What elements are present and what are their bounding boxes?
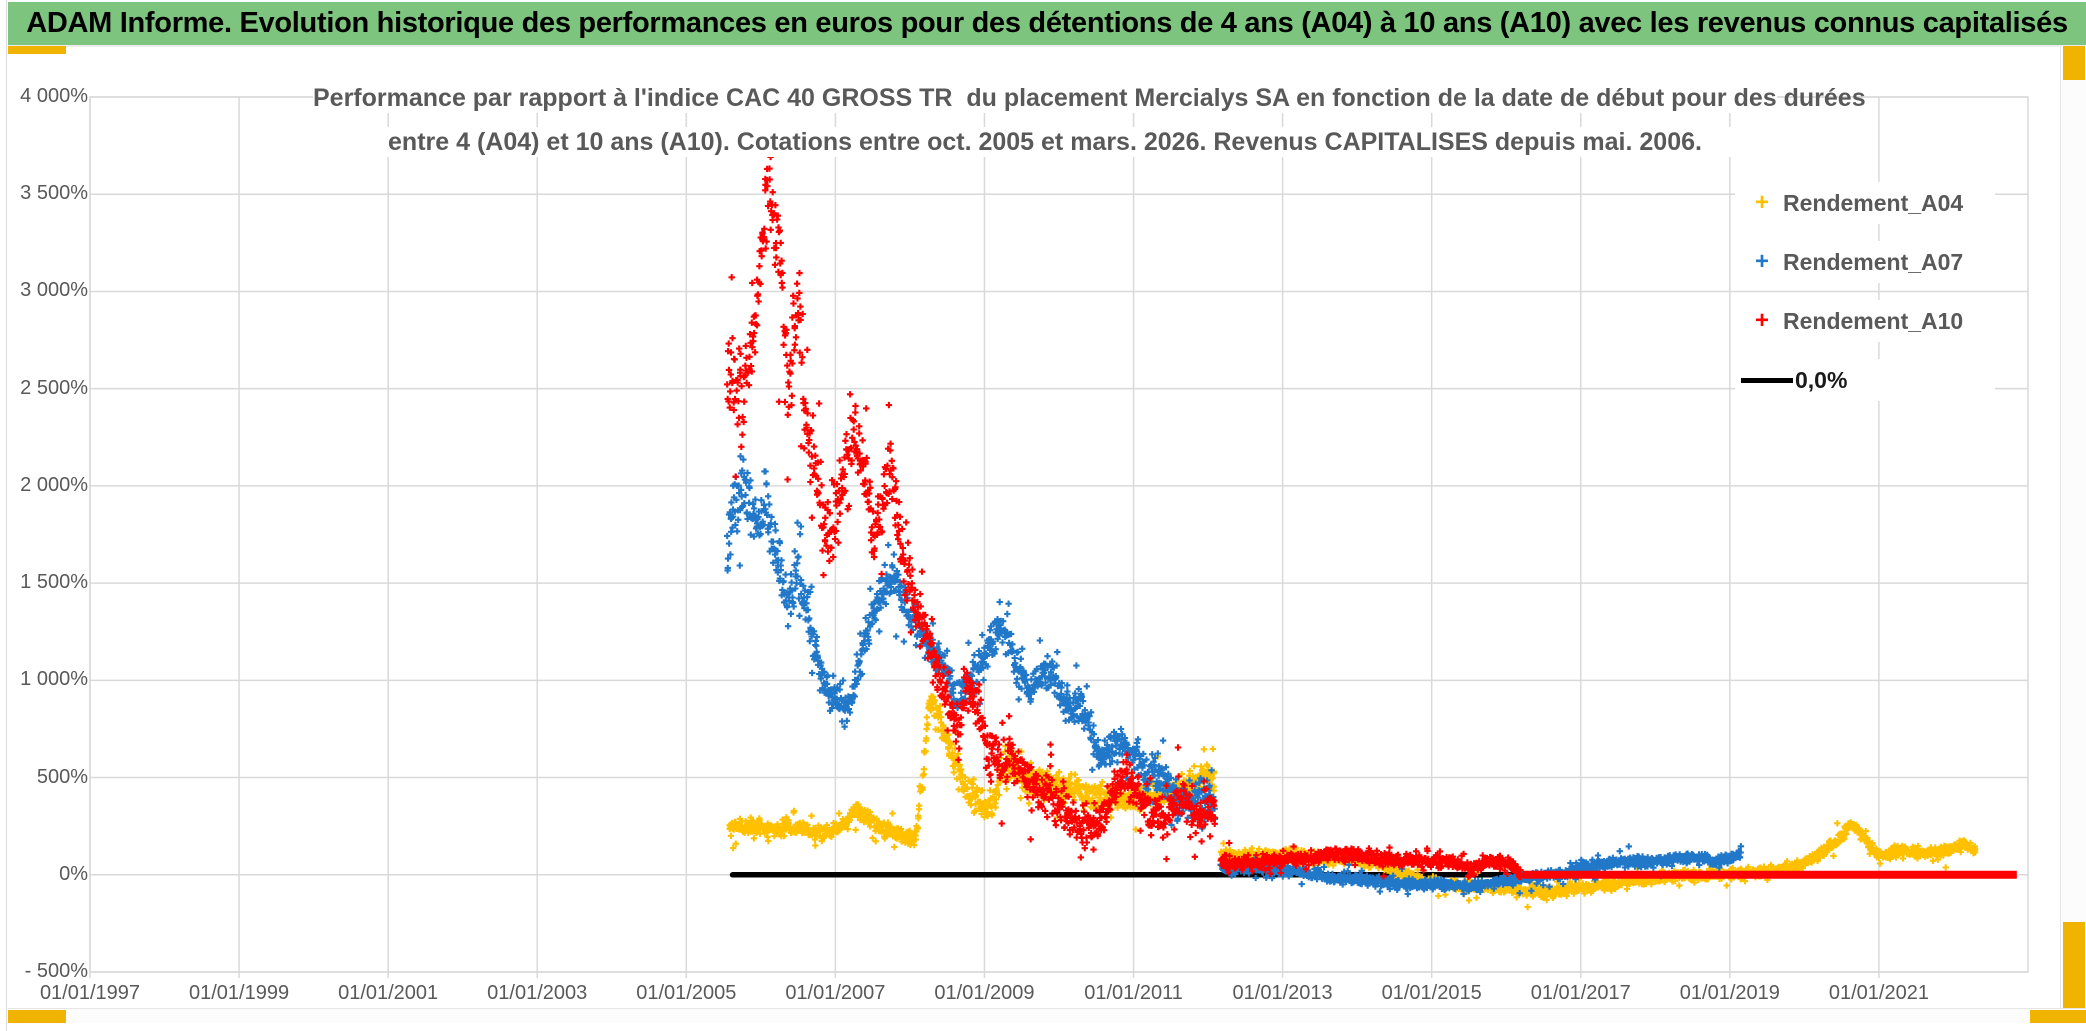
legend-label: Rendement_A04: [1783, 189, 1964, 216]
legend-label: Rendement_A07: [1783, 248, 1964, 275]
vertical-scrollbar-thumb-bottom[interactable]: [2063, 922, 2085, 1008]
legend-item[interactable]: + Rendement_A07: [1735, 241, 1995, 283]
header-bar: ADAM Informe. Evolution historique des p…: [8, 2, 2086, 45]
legend-label: Rendement_A10: [1783, 307, 1964, 334]
legend-item[interactable]: 0,0%: [1735, 359, 1995, 401]
horizontal-scrollbar[interactable]: [8, 1008, 2086, 1023]
chart-legend: + Rendement_A04 + Rendement_A07 + Rendement_A…: [1735, 182, 1995, 401]
header-separator: [8, 45, 2086, 47]
horizontal-scrollbar-thumb-left[interactable]: [8, 1010, 66, 1023]
horizontal-scrollbar-thumb-right[interactable]: [2030, 1010, 2086, 1023]
vertical-scrollbar-thumb-top[interactable]: [2063, 46, 2085, 80]
plus-marker-icon: +: [1754, 189, 1769, 216]
vertical-scrollbar[interactable]: [2060, 46, 2086, 1008]
page-left-border: [6, 0, 7, 1031]
page-title: ADAM Informe. Evolution historique des p…: [26, 7, 2068, 39]
chart-title-line2: entre 4 (A04) et 10 ans (A10). Cotations…: [313, 127, 1777, 157]
plus-marker-icon: +: [1754, 307, 1769, 334]
plus-marker-icon: +: [1754, 248, 1769, 275]
legend-item[interactable]: + Rendement_A04: [1735, 182, 1995, 224]
line-marker-icon: [1741, 377, 1793, 383]
header-gold-accent: [8, 46, 66, 54]
chart-title-line1: Performance par rapport à l'indice CAC 4…: [313, 83, 1866, 113]
legend-item[interactable]: + Rendement_A10: [1735, 300, 1995, 342]
legend-label: 0,0%: [1795, 366, 1848, 393]
